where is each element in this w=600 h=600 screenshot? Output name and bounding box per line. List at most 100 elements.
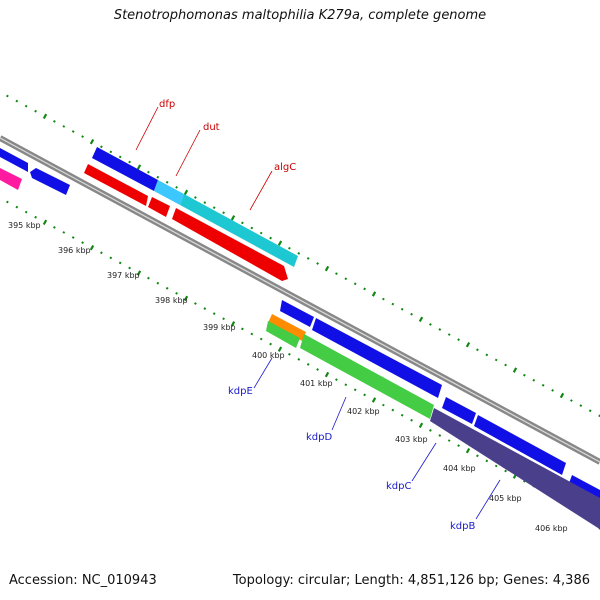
inner-tick	[156, 281, 160, 285]
inner-tick	[15, 205, 19, 209]
scale-label: 406 kbp	[535, 524, 568, 533]
outer-tick	[203, 201, 207, 204]
outer-tick	[485, 353, 489, 357]
outer-tick	[277, 240, 283, 246]
outer-tick	[306, 257, 310, 260]
outer-tick	[353, 282, 357, 286]
feature-dut-lightblue	[154, 180, 184, 205]
outer-tick	[391, 302, 395, 306]
feature-kdp-blue-right	[474, 415, 566, 475]
inner-tick	[183, 295, 189, 302]
outer-tick	[269, 236, 272, 240]
outer-tick	[429, 323, 432, 326]
inner-tick	[382, 403, 385, 407]
feature-small-blue-arrow	[30, 168, 70, 195]
outer-tick	[71, 130, 75, 133]
leader-dfp	[135, 106, 159, 151]
outer-tick	[297, 251, 301, 255]
scale-label: 402 kbp	[347, 407, 380, 416]
outer-tick	[259, 231, 263, 235]
outer-tick	[118, 155, 122, 159]
outer-tick	[250, 226, 254, 230]
inner-tick	[53, 226, 56, 229]
inner-tick	[410, 418, 413, 422]
feature-kdp-blue-mid	[442, 397, 476, 424]
outer-tick	[579, 404, 583, 408]
inner-tick	[288, 352, 291, 356]
leader-kdpC	[411, 442, 437, 482]
outer-tick	[24, 104, 28, 108]
inner-tick	[89, 244, 95, 251]
outer-tick	[15, 99, 19, 103]
accession-text: Accession: NC_010943	[9, 573, 157, 588]
inner-tick	[203, 307, 207, 310]
inner-tick	[34, 215, 37, 219]
inner-tick	[335, 378, 338, 382]
scale-label: 398 kbp	[155, 296, 188, 305]
feature-red-2	[148, 197, 170, 217]
inner-tick	[306, 363, 310, 366]
inner-tick	[344, 383, 348, 387]
outer-tick	[512, 367, 518, 373]
outer-tick	[476, 348, 479, 352]
outer-tick	[175, 185, 178, 189]
gene-label-kdpC: kdpC	[386, 481, 411, 492]
outer-tick	[183, 189, 189, 196]
outer-tick-track	[0, 89, 600, 418]
outer-tick	[324, 265, 330, 272]
outer-tick	[165, 180, 169, 184]
inner-tick	[81, 241, 84, 244]
inner-tick	[391, 408, 395, 412]
feature-left-magenta	[0, 168, 22, 190]
inner-tick-track	[0, 195, 600, 524]
inner-tick	[297, 357, 301, 361]
outer-tick	[53, 120, 56, 123]
outer-tick	[335, 272, 338, 276]
inner-tick	[447, 439, 451, 442]
outer-tick	[588, 409, 592, 413]
inner-tick	[118, 261, 122, 265]
inner-tick	[277, 346, 283, 352]
inner-tick	[353, 388, 357, 392]
inner-tick	[24, 210, 28, 214]
inner-tick	[457, 444, 460, 448]
gene-label-algC: algC	[274, 162, 296, 173]
outer-tick	[147, 170, 150, 174]
inner-tick	[109, 256, 113, 260]
outer-tick	[523, 373, 526, 377]
scale-label: 399 kbp	[203, 323, 236, 332]
feature-left-blue	[0, 148, 28, 172]
outer-tick	[89, 138, 95, 145]
outer-tick	[570, 399, 573, 402]
inner-tick	[100, 251, 103, 255]
backbone-highlight	[0, 137, 600, 463]
inner-tick	[494, 464, 498, 468]
outer-tick	[100, 145, 103, 149]
inner-tick	[230, 321, 236, 327]
scale-label: 405 kbp	[489, 494, 522, 503]
inner-tick	[165, 286, 169, 290]
feature-algC-cyan	[180, 194, 298, 267]
inner-tick	[62, 231, 66, 234]
feature-small-blue-kdp	[280, 300, 314, 327]
gene-label-dfp: dfp	[159, 99, 175, 110]
outer-tick	[541, 383, 545, 387]
inner-tick	[429, 429, 432, 432]
outer-tick	[222, 211, 225, 215]
outer-tick	[494, 358, 498, 362]
scale-label: 397 kbp	[107, 271, 140, 280]
inner-tick	[136, 270, 142, 276]
inner-tick	[250, 332, 254, 336]
topology-text: Topology: circular; Length: 4,851,126 bp…	[232, 573, 590, 588]
outer-tick	[316, 262, 319, 265]
outer-tick	[410, 312, 413, 316]
scale-label: 400 kbp	[252, 351, 285, 360]
gene-label-kdpB: kdpB	[450, 521, 475, 532]
scale-label: 395 kbp	[8, 221, 41, 230]
gene-label-kdpD: kdpD	[306, 432, 332, 443]
inner-tick	[438, 434, 442, 437]
feature-red-1	[84, 164, 148, 206]
scale-label: 396 kbp	[58, 246, 91, 255]
gene-label-kdpE: kdpE	[228, 386, 253, 397]
